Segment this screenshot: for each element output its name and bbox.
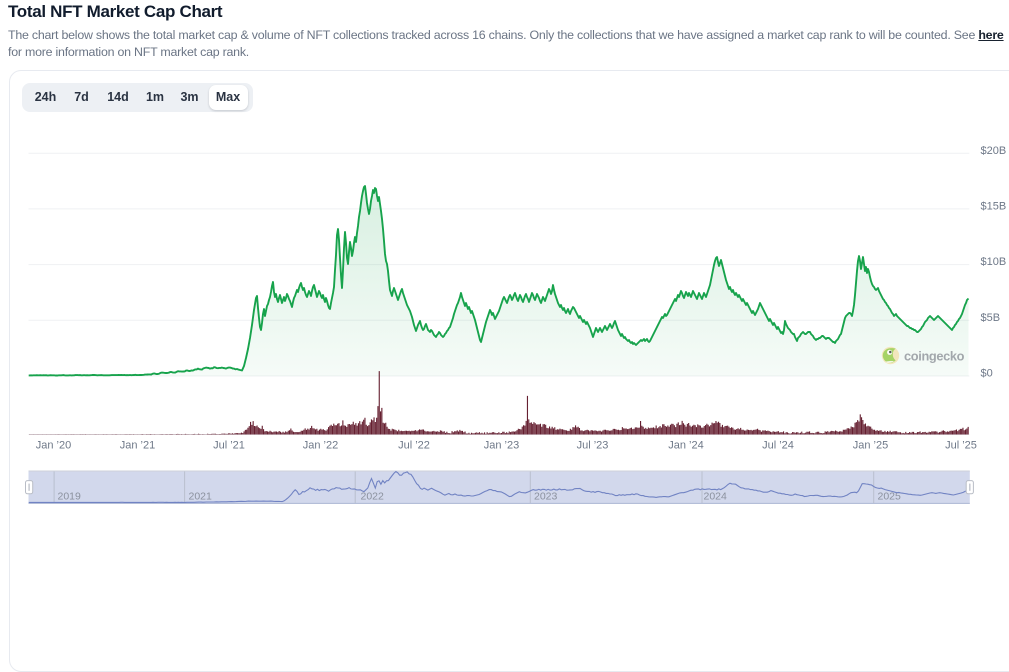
- svg-text:2022: 2022: [361, 491, 385, 503]
- svg-text:2021: 2021: [189, 491, 213, 503]
- svg-text:Jul ’21: Jul ’21: [213, 440, 245, 452]
- svg-text:$15B: $15B: [981, 201, 1007, 213]
- svg-text:Jan ’24: Jan ’24: [668, 440, 703, 452]
- svg-text:Jan ’20: Jan ’20: [36, 440, 71, 452]
- svg-text:Jan ’25: Jan ’25: [853, 440, 888, 452]
- svg-text:$5B: $5B: [981, 312, 1001, 324]
- svg-text:Jan ’23: Jan ’23: [484, 440, 519, 452]
- svg-text:Jul ’22: Jul ’22: [398, 440, 430, 452]
- svg-text:$10B: $10B: [981, 256, 1007, 268]
- svg-text:Jan ’21: Jan ’21: [120, 440, 155, 452]
- svg-text:Jul ’24: Jul ’24: [762, 440, 794, 452]
- svg-text:Jul ’25: Jul ’25: [945, 440, 977, 452]
- svg-text:$0: $0: [981, 368, 993, 380]
- svg-text:$20B: $20B: [981, 145, 1007, 157]
- svg-text:2024: 2024: [704, 491, 728, 503]
- svg-text:Jul ’23: Jul ’23: [577, 440, 609, 452]
- svg-text:2019: 2019: [58, 491, 82, 503]
- svg-text:2025: 2025: [878, 491, 902, 503]
- svg-text:2023: 2023: [534, 491, 558, 503]
- svg-text:coingecko: coingecko: [904, 348, 965, 363]
- svg-text:Jan ’22: Jan ’22: [303, 440, 338, 452]
